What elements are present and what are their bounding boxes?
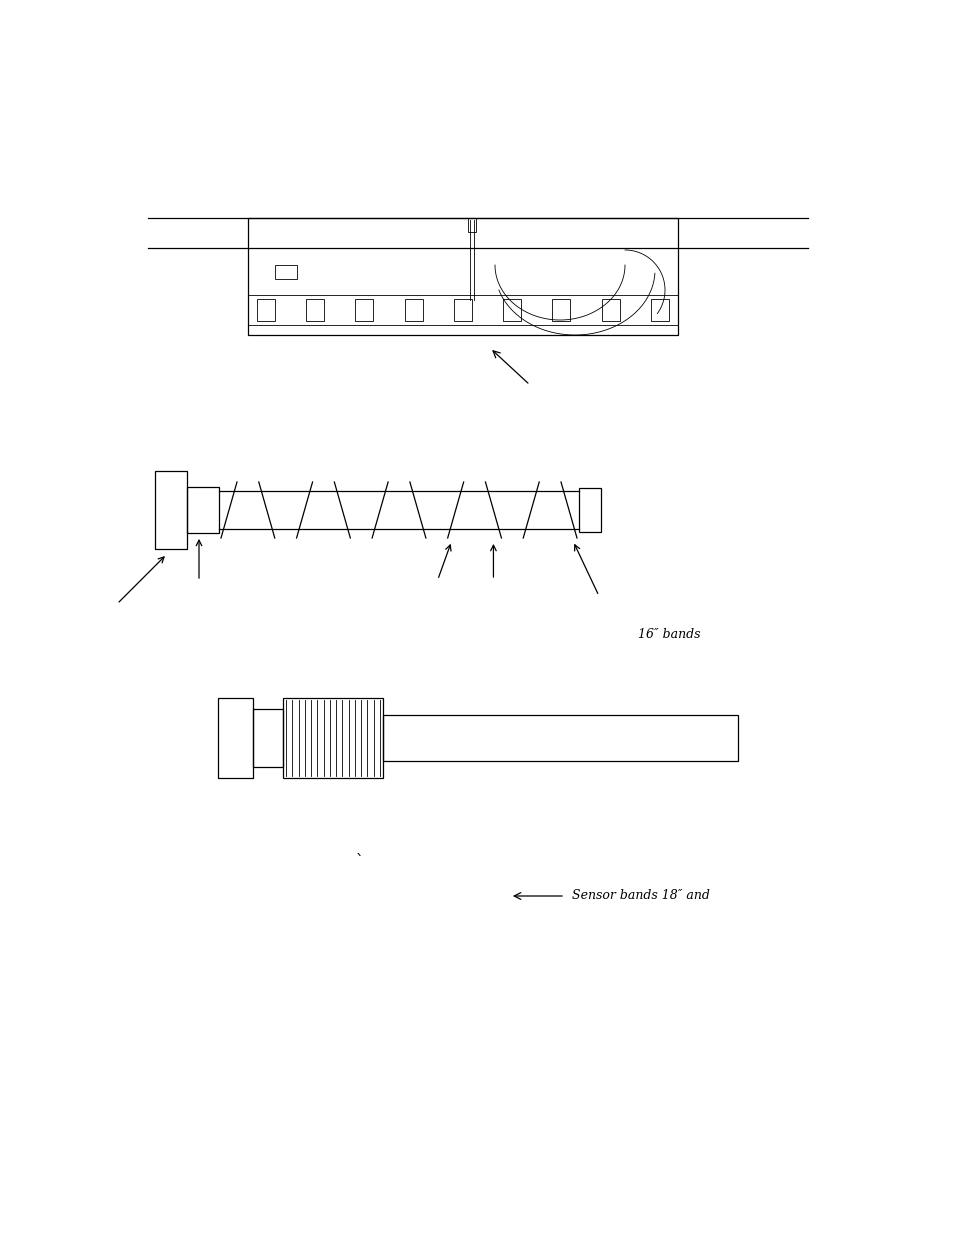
Bar xyxy=(283,698,382,778)
Bar xyxy=(601,299,619,321)
Bar xyxy=(355,299,374,321)
Bar xyxy=(454,299,472,321)
Text: 16″ bands: 16″ bands xyxy=(638,627,700,641)
Bar xyxy=(274,266,296,279)
Bar xyxy=(306,299,324,321)
Bar xyxy=(218,698,253,778)
Bar xyxy=(552,299,570,321)
Bar xyxy=(154,471,187,550)
Text: `: ` xyxy=(355,855,363,869)
Text: Sensor bands 18″ and: Sensor bands 18″ and xyxy=(572,889,709,903)
Bar xyxy=(253,709,283,767)
Bar xyxy=(187,487,219,534)
Bar xyxy=(650,299,668,321)
Bar xyxy=(468,219,476,232)
Bar xyxy=(578,488,600,532)
Bar xyxy=(404,299,422,321)
Bar xyxy=(503,299,520,321)
Bar xyxy=(382,715,738,761)
Bar xyxy=(248,219,678,335)
Bar xyxy=(256,299,274,321)
